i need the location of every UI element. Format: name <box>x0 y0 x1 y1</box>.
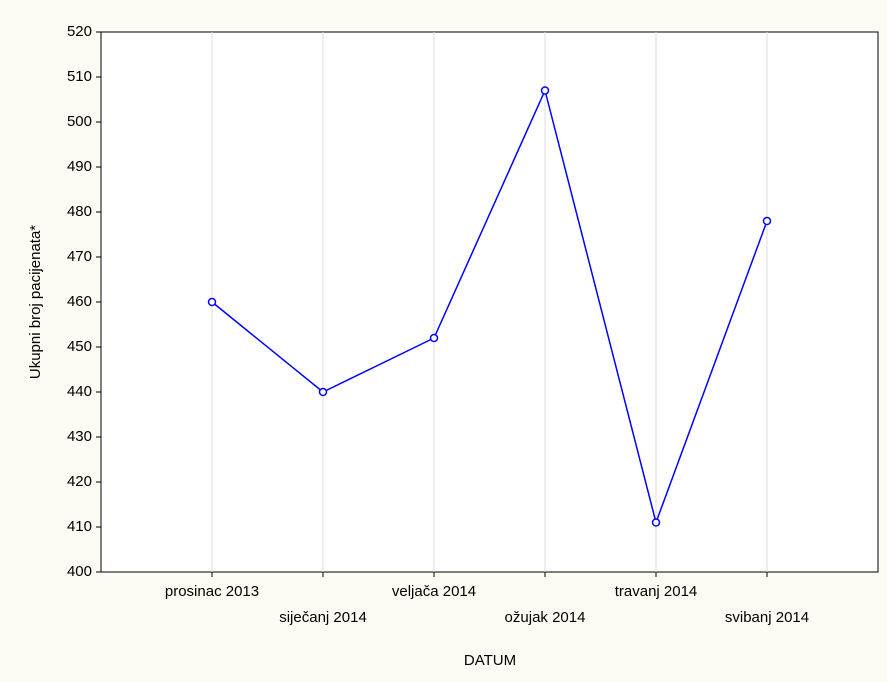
y-tick-label: 430 <box>67 428 92 445</box>
y-tick-label: 450 <box>67 338 92 355</box>
x-axis-title: DATUM <box>464 652 516 669</box>
y-tick-label: 400 <box>67 563 92 580</box>
x-tick-label: travanj 2014 <box>615 583 698 600</box>
point <box>429 333 439 343</box>
plot-area <box>100 31 879 573</box>
y-tick-label: 470 <box>67 248 92 265</box>
line <box>211 88 768 526</box>
x-tick-label: svibanj 2014 <box>725 609 809 626</box>
x-tick-label: veljača 2014 <box>392 583 476 600</box>
y-tick-label: 520 <box>67 23 92 40</box>
y-tick-label: 440 <box>67 383 92 400</box>
point <box>762 216 772 226</box>
y-tick-label: 490 <box>67 158 92 175</box>
y-tick-label: 500 <box>67 113 92 130</box>
x-tick-label: prosinac 2013 <box>165 583 259 600</box>
point <box>207 297 217 307</box>
y-tick-label: 510 <box>67 68 92 85</box>
x-tick-label: ožujak 2014 <box>505 609 586 626</box>
y-tick-label: 420 <box>67 473 92 490</box>
point <box>318 387 328 397</box>
y-axis-title: Ukupni broj pacijenata* <box>27 225 44 379</box>
y-tick-label: 410 <box>67 518 92 535</box>
point <box>651 518 661 527</box>
y-tick-label: 460 <box>67 293 92 310</box>
y-tick-label: 480 <box>67 203 92 220</box>
point <box>540 86 550 95</box>
x-tick-label: siječanj 2014 <box>279 609 367 626</box>
